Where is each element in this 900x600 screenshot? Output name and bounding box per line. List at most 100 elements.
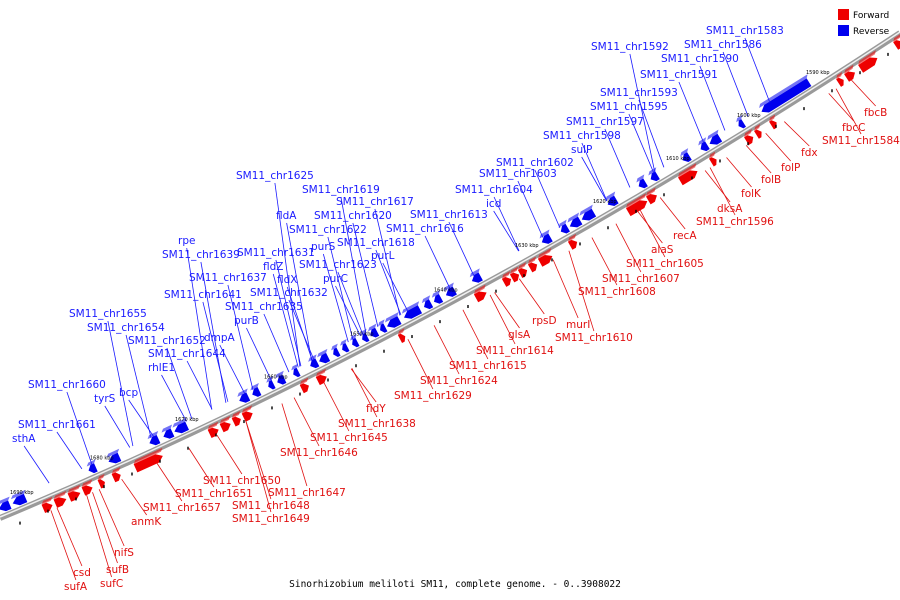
gene-label[interactable]: folB bbox=[761, 174, 781, 186]
gene-label[interactable]: sthA bbox=[12, 433, 36, 445]
reverse-gene-block[interactable] bbox=[339, 338, 352, 354]
reverse-gene-block[interactable] bbox=[758, 74, 814, 115]
forward-gene-block[interactable] bbox=[40, 496, 57, 514]
gene-label[interactable]: SM11_chr1591 bbox=[640, 69, 718, 81]
gene-label[interactable]: rpsD bbox=[532, 315, 557, 327]
reverse-gene-block[interactable] bbox=[420, 295, 435, 311]
gene-label[interactable]: dksA bbox=[717, 203, 743, 215]
gene-label[interactable]: fbcC bbox=[842, 122, 865, 134]
reverse-gene-block[interactable] bbox=[10, 489, 30, 508]
gene-label[interactable]: SM11_chr1583 bbox=[706, 25, 784, 37]
forward-gene-block[interactable] bbox=[516, 262, 531, 278]
gene-label[interactable]: fbcB bbox=[864, 107, 887, 119]
forward-gene-block[interactable] bbox=[892, 33, 900, 50]
forward-gene-block[interactable] bbox=[843, 64, 860, 82]
gene-label[interactable]: SM11_chr1631 bbox=[237, 247, 315, 259]
gene-label[interactable]: sufA bbox=[64, 581, 88, 593]
gene-label[interactable]: SM11_chr1596 bbox=[696, 216, 774, 228]
reverse-gene-block[interactable] bbox=[557, 219, 572, 236]
gene-label[interactable]: murI bbox=[566, 319, 590, 331]
forward-gene-block[interactable] bbox=[80, 479, 97, 496]
gene-label[interactable]: SM11_chr1657 bbox=[143, 502, 221, 514]
gene-label[interactable]: SM11_chr1655 bbox=[69, 308, 147, 320]
forward-gene-block[interactable] bbox=[566, 233, 581, 250]
gene-label[interactable]: dmpA bbox=[204, 332, 236, 344]
forward-gene-block[interactable] bbox=[132, 447, 167, 473]
forward-gene-block[interactable] bbox=[625, 193, 653, 217]
forward-gene-block[interactable] bbox=[743, 128, 759, 145]
gene-label[interactable]: sulP bbox=[571, 144, 592, 156]
gene-label[interactable]: purB bbox=[234, 315, 259, 327]
reverse-gene-block[interactable] bbox=[679, 148, 695, 164]
gene-label[interactable]: SM11_chr1618 bbox=[337, 237, 415, 249]
gene-label[interactable]: fldY bbox=[366, 403, 386, 415]
gene-label[interactable]: SM11_chr1584 bbox=[822, 135, 900, 147]
forward-gene-block[interactable] bbox=[110, 466, 125, 483]
gene-label[interactable]: SM11_chr1646 bbox=[280, 447, 358, 459]
forward-gene-block[interactable] bbox=[472, 284, 491, 303]
reverse-gene-block[interactable] bbox=[160, 424, 177, 440]
forward-gene-block[interactable] bbox=[857, 50, 883, 73]
reverse-gene-block[interactable] bbox=[697, 137, 713, 153]
forward-gene-block[interactable] bbox=[96, 473, 109, 489]
gene-label[interactable]: SM11_chr1586 bbox=[684, 39, 762, 51]
gene-label[interactable]: alaS bbox=[651, 244, 674, 256]
reverse-gene-block[interactable] bbox=[566, 212, 585, 231]
gene-label[interactable]: rhlE1 bbox=[148, 362, 175, 374]
gene-label[interactable]: SM11_chr1641 bbox=[164, 289, 242, 301]
gene-label[interactable]: SM11_chr1635 bbox=[225, 301, 303, 313]
reverse-gene-block[interactable] bbox=[384, 312, 405, 331]
gene-label[interactable]: rpe bbox=[178, 235, 195, 247]
gene-label[interactable]: SM11_chr1622 bbox=[289, 224, 367, 236]
reverse-gene-block[interactable] bbox=[349, 333, 362, 349]
gene-label[interactable]: SM11_chr1620 bbox=[314, 210, 392, 222]
gene-label[interactable]: SM11_chr1615 bbox=[449, 360, 527, 372]
gene-label[interactable]: SM11_chr1652 bbox=[128, 335, 206, 347]
gene-label[interactable]: SM11_chr1660 bbox=[28, 379, 106, 391]
forward-gene-block[interactable] bbox=[708, 151, 722, 167]
gene-label[interactable]: SM11_chr1597 bbox=[566, 116, 644, 128]
forward-gene-block[interactable] bbox=[240, 405, 257, 422]
gene-label[interactable]: SM11_chr1638 bbox=[338, 418, 416, 430]
gene-label[interactable]: SM11_chr1647 bbox=[268, 487, 346, 499]
reverse-gene-block[interactable] bbox=[468, 268, 485, 285]
reverse-gene-block[interactable] bbox=[359, 328, 373, 344]
forward-gene-block[interactable] bbox=[66, 484, 85, 502]
gene-label[interactable]: purC bbox=[323, 273, 348, 285]
gene-label[interactable]: SM11_chr1632 bbox=[250, 287, 328, 299]
gene-label[interactable]: fdx bbox=[801, 147, 818, 159]
reverse-gene-block[interactable] bbox=[265, 376, 278, 391]
gene-label[interactable]: SM11_chr1595 bbox=[590, 101, 668, 113]
gene-label[interactable]: purS bbox=[311, 241, 336, 253]
gene-label[interactable]: nifS bbox=[114, 547, 134, 559]
gene-label[interactable]: SM11_chr1617 bbox=[336, 196, 414, 208]
gene-label[interactable]: recA bbox=[673, 230, 697, 242]
gene-label[interactable]: glsA bbox=[508, 329, 531, 341]
reverse-gene-block[interactable] bbox=[330, 343, 343, 359]
reverse-gene-block[interactable] bbox=[367, 323, 382, 340]
gene-label[interactable]: SM11_chr1629 bbox=[394, 390, 472, 402]
gene-label[interactable]: SM11_chr1604 bbox=[455, 184, 533, 196]
reverse-gene-block[interactable] bbox=[635, 174, 651, 190]
gene-label[interactable]: SM11_chr1613 bbox=[410, 209, 488, 221]
gene-label[interactable]: SM11_chr1619 bbox=[302, 184, 380, 196]
gene-label[interactable]: SM11_chr1605 bbox=[626, 258, 704, 270]
reverse-gene-block[interactable] bbox=[604, 191, 621, 209]
forward-gene-block[interactable] bbox=[508, 266, 523, 283]
gene-label[interactable]: SM11_chr1616 bbox=[386, 223, 464, 235]
gene-label[interactable]: fldA bbox=[276, 210, 297, 222]
reverse-gene-block[interactable] bbox=[171, 417, 191, 436]
gene-label[interactable]: SM11_chr1645 bbox=[310, 432, 388, 444]
forward-gene-block[interactable] bbox=[500, 271, 515, 287]
reverse-gene-block[interactable] bbox=[578, 204, 599, 224]
gene-label[interactable]: folK bbox=[741, 188, 762, 200]
gene-label[interactable]: purL bbox=[371, 250, 395, 262]
forward-gene-block[interactable] bbox=[645, 187, 662, 205]
forward-gene-block[interactable] bbox=[218, 415, 235, 433]
forward-gene-block[interactable] bbox=[768, 114, 782, 130]
gene-label[interactable]: SM11_chr1614 bbox=[476, 345, 554, 357]
gene-label[interactable]: SM11_chr1625 bbox=[236, 170, 314, 182]
gene-label[interactable]: SM11_chr1602 bbox=[496, 157, 574, 169]
forward-gene-block[interactable] bbox=[753, 123, 767, 139]
gene-label[interactable]: SM11_chr1624 bbox=[420, 375, 498, 387]
